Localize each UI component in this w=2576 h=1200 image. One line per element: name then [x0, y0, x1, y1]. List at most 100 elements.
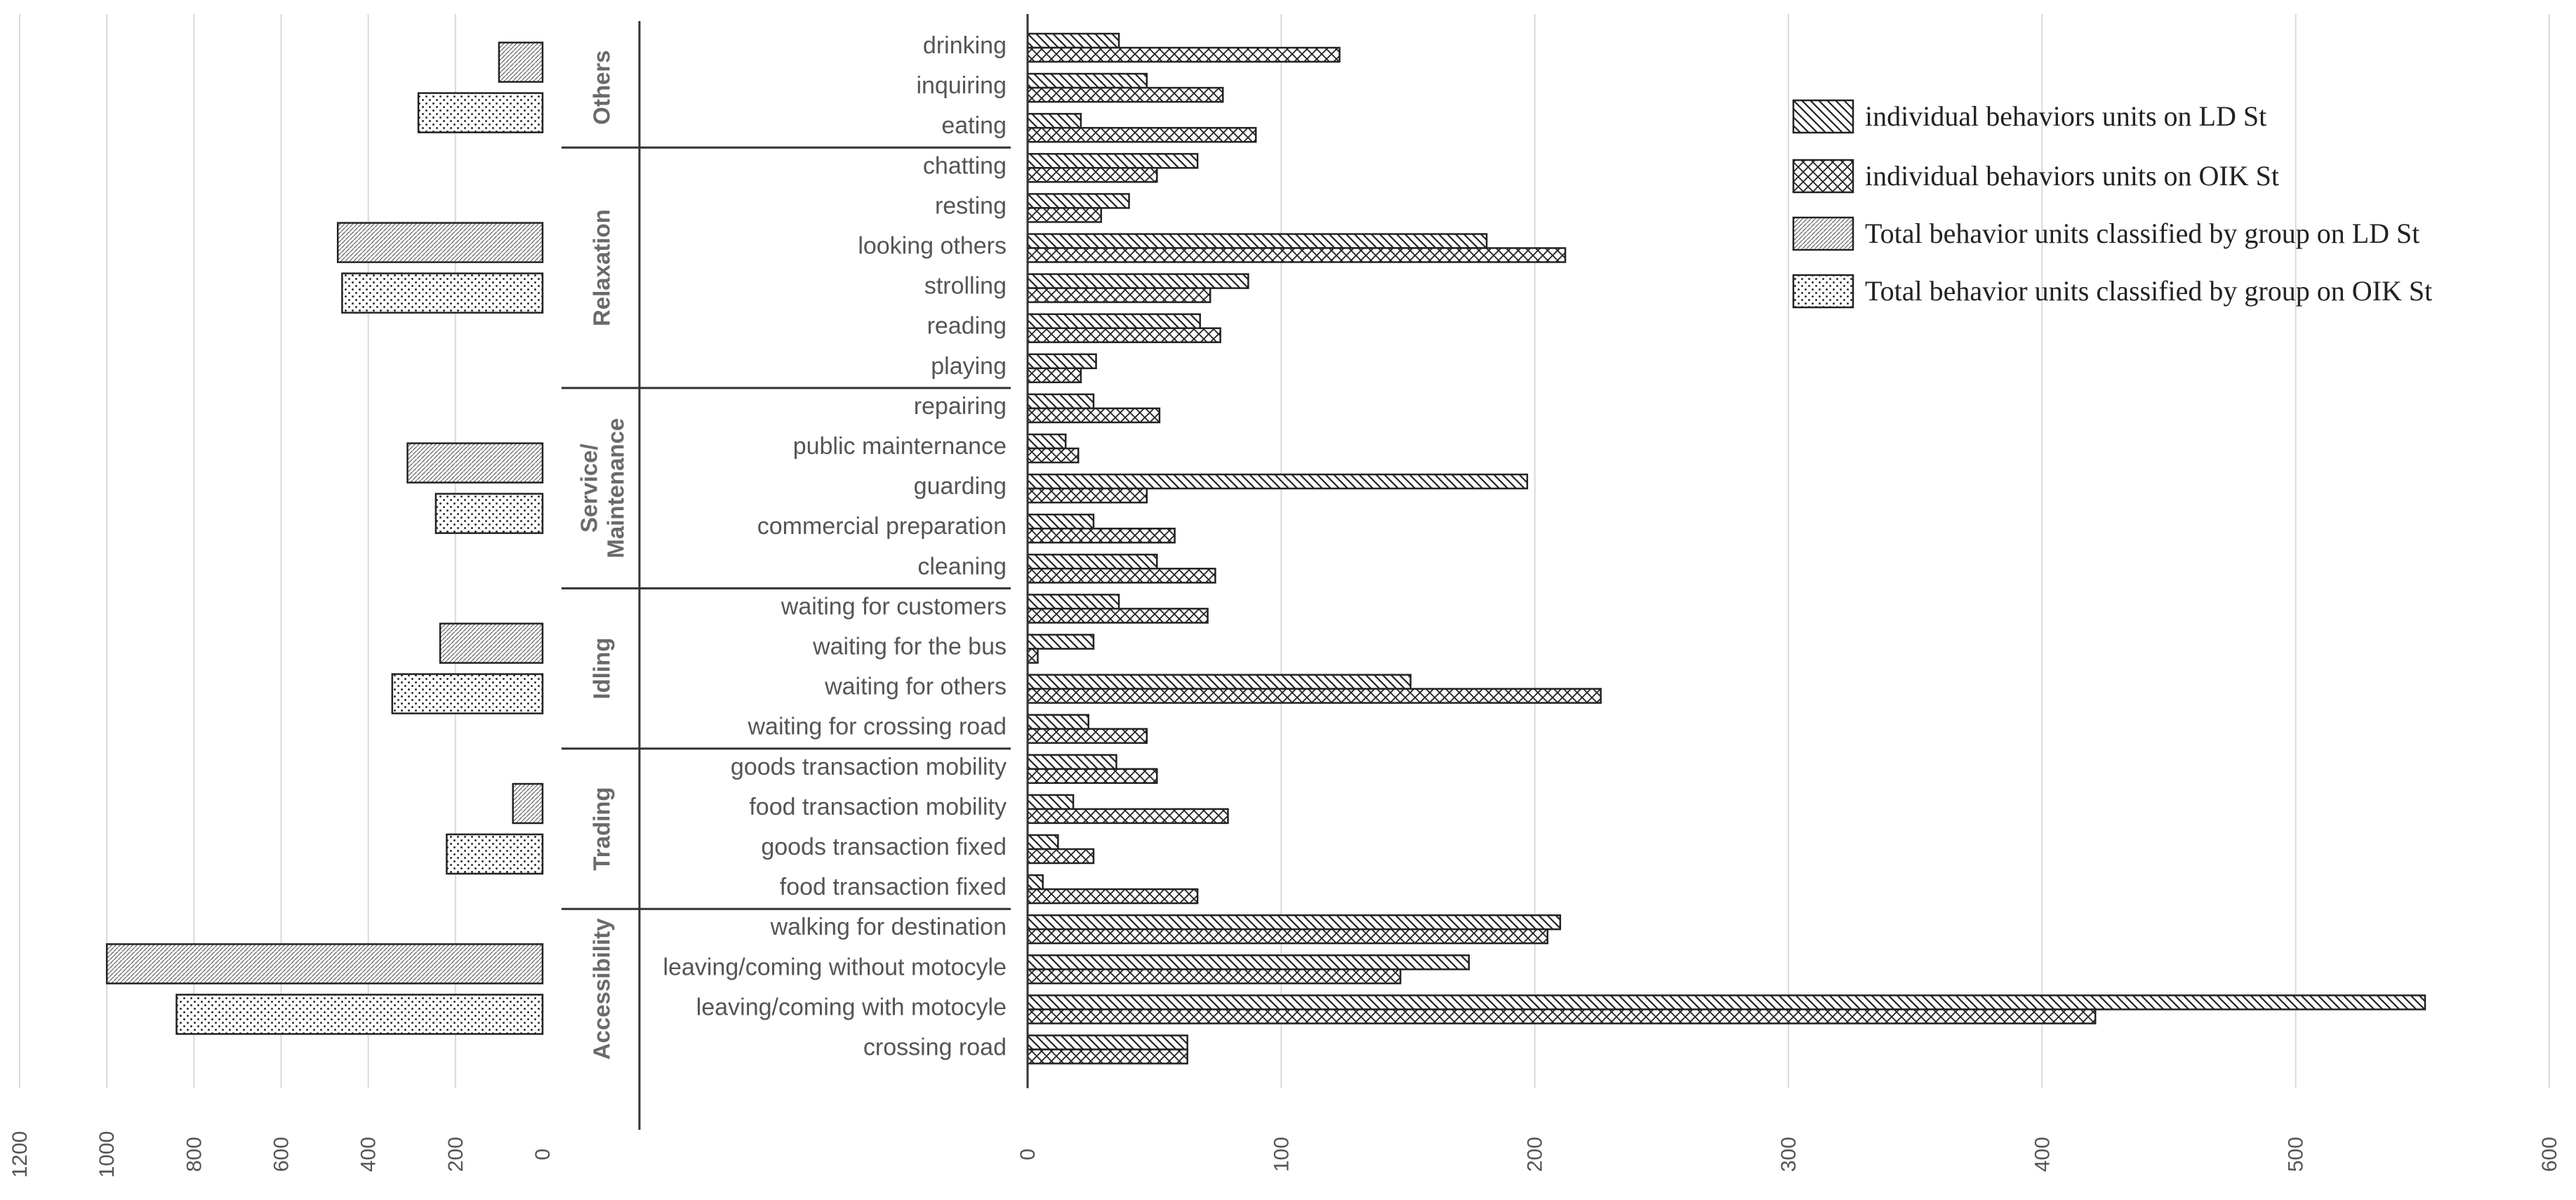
legend-entry-3: Total behavior units classified by group…: [1865, 218, 2419, 249]
left-axis-tick-label: 800: [182, 1137, 206, 1172]
category-label-inquiring: inquiring: [916, 72, 1007, 99]
bar-oik-resting: [1026, 207, 1103, 223]
left-axis-tick-label: 200: [444, 1137, 467, 1172]
bar-ld-playing: [1026, 353, 1097, 370]
right-axis-tick-label: 600: [2538, 1137, 2561, 1172]
bar-ld-waiting-for-crossing-road: [1026, 714, 1089, 730]
category-label-guarding: guarding: [914, 473, 1007, 500]
category-label-resting: resting: [935, 192, 1007, 219]
left-axis-tick-label: 600: [270, 1137, 293, 1172]
bar-ld-goods-transaction-mobility: [1026, 754, 1117, 771]
total-bar-oik-others: [417, 92, 544, 133]
bar-oik-public-mainternance: [1026, 447, 1080, 464]
group-label-idling: Idling: [589, 638, 615, 700]
bar-ld-looking-others: [1026, 233, 1488, 249]
bar-ld-repairing: [1026, 393, 1095, 410]
total-bar-ld-accessibility: [105, 943, 544, 985]
bar-ld-goods-transaction-fixed: [1026, 834, 1059, 851]
category-label-commercial-preparation: commercial preparation: [757, 513, 1007, 540]
bar-oik-waiting-for-others: [1026, 688, 1602, 704]
category-label-eating: eating: [941, 112, 1007, 139]
bar-oik-guarding: [1026, 487, 1148, 504]
total-bar-oik-relaxation: [341, 272, 544, 314]
total-bar-ld-trading: [512, 782, 544, 825]
right-axis-tick-label: 500: [2285, 1137, 2308, 1172]
group-label-service-maintenance-part: Maintenance: [603, 418, 629, 559]
legend-entry-1: individual behaviors units on LD St: [1865, 100, 2266, 132]
total-bar-oik-trading: [446, 833, 544, 875]
bar-ld-resting: [1026, 193, 1130, 209]
bar-ld-public-mainternance: [1026, 433, 1067, 450]
bar-ld-leaving-coming-without-motocyle: [1026, 954, 1470, 971]
bar-oik-commercial-preparation: [1026, 527, 1176, 544]
bar-ld-food-transaction-fixed: [1026, 874, 1044, 891]
bar-ld-reading: [1026, 313, 1201, 329]
total-bar-ld-others: [498, 41, 544, 83]
bar-oik-repairing: [1026, 407, 1161, 424]
total-bar-oik-idling: [391, 673, 544, 714]
group-label-others: Others: [589, 50, 615, 124]
total-bar-ld-relaxation: [336, 222, 544, 263]
bar-ld-cleaning: [1026, 554, 1158, 570]
legend-swatch-4: [1792, 274, 1854, 309]
category-label-public-mainternance: public mainternance: [793, 433, 1007, 460]
category-label-waiting-for-crossing-road: waiting for crossing road: [747, 714, 1007, 740]
right-axis-tick-label: 0: [1016, 1149, 1040, 1161]
group-label-service-maintenance-part: Service/: [576, 444, 602, 533]
bar-ld-food-transaction-mobility: [1026, 794, 1075, 811]
legend-entry-4: Total behavior units classified by group…: [1865, 275, 2432, 307]
bar-oik-goods-transaction-mobility: [1026, 768, 1158, 785]
bar-oik-playing: [1026, 367, 1082, 384]
bar-ld-chatting: [1026, 153, 1199, 169]
left-axis-tick-label: 0: [531, 1149, 555, 1161]
bar-oik-cleaning: [1026, 568, 1216, 584]
category-label-cleaning: cleaning: [917, 553, 1007, 580]
legend-swatch-2: [1792, 159, 1854, 194]
bar-oik-leaving-coming-without-motocyle: [1026, 968, 1402, 985]
category-label-waiting-for-others: waiting for others: [824, 674, 1007, 700]
bar-ld-leaving-coming-with-motocyle: [1026, 994, 2426, 1011]
bar-ld-crossing-road: [1026, 1034, 1188, 1051]
total-bar-oik-service-maintenance: [434, 493, 544, 534]
right-axis-tick-label: 100: [1270, 1137, 1293, 1172]
bar-oik-strolling: [1026, 287, 1211, 303]
category-label-waiting-for-the-bus: waiting for the bus: [812, 634, 1007, 660]
bar-oik-food-transaction-mobility: [1026, 808, 1229, 825]
right-axis-tick-label: 400: [2031, 1137, 2054, 1172]
bar-ld-inquiring: [1026, 72, 1148, 89]
right-axis-tick-label: 300: [1777, 1137, 1800, 1172]
bar-oik-looking-others: [1026, 247, 1567, 263]
bar-oik-crossing-road: [1026, 1048, 1188, 1065]
category-label-leaving-coming-without-motocyle: leaving/coming without motocyle: [663, 954, 1007, 980]
bar-oik-food-transaction-fixed: [1026, 888, 1199, 905]
category-label-chatting: chatting: [923, 152, 1007, 179]
group-label-relaxation: Relaxation: [589, 209, 615, 326]
category-label-looking-others: looking others: [858, 233, 1007, 260]
left-axis-tick-label: 400: [357, 1137, 380, 1172]
bar-oik-drinking: [1026, 46, 1341, 63]
left-axis-tick-label: 1200: [8, 1131, 32, 1178]
total-bar-ld-service-maintenance: [406, 442, 544, 484]
bar-oik-eating: [1026, 126, 1257, 143]
category-label-goods-transaction-fixed: goods transaction fixed: [761, 834, 1007, 860]
bar-oik-inquiring: [1026, 86, 1224, 103]
bar-ld-waiting-for-others: [1026, 674, 1412, 690]
legend-swatch-3: [1792, 216, 1854, 251]
bar-oik-walking-for-destination: [1026, 928, 1548, 945]
category-label-crossing-road: crossing road: [863, 1034, 1007, 1061]
bar-ld-walking-for-destination: [1026, 914, 1562, 931]
bar-ld-guarding: [1026, 473, 1529, 490]
total-bar-oik-accessibility: [175, 994, 544, 1035]
category-label-food-transaction-mobility: food transaction mobility: [749, 794, 1007, 820]
bar-ld-eating: [1026, 112, 1082, 129]
category-label-reading: reading: [927, 313, 1007, 340]
group-label-trading: Trading: [589, 787, 615, 870]
legend-swatch-1: [1792, 99, 1854, 134]
bar-ld-waiting-for-customers: [1026, 594, 1120, 610]
bar-ld-drinking: [1026, 32, 1120, 49]
bar-oik-leaving-coming-with-motocyle: [1026, 1008, 2097, 1025]
category-label-strolling: strolling: [924, 273, 1007, 300]
category-label-drinking: drinking: [923, 32, 1007, 59]
bar-oik-waiting-for-customers: [1026, 608, 1209, 624]
